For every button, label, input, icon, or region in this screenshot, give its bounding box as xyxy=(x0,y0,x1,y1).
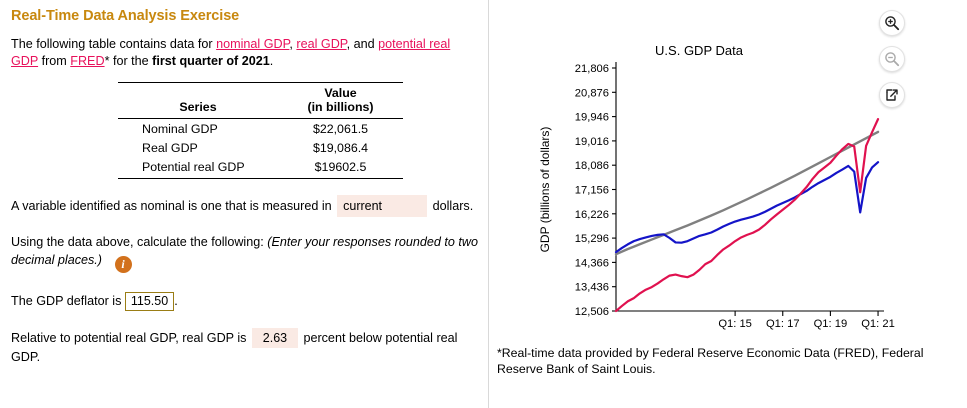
cell-value: $22,061.5 xyxy=(312,121,369,136)
exercise-pane: Real-Time Data Analysis Exercise The fol… xyxy=(11,0,489,408)
intro-period: first quarter of 2021 xyxy=(152,54,270,68)
intro-lead: The following table contains data for xyxy=(11,37,217,51)
intro-mid: from xyxy=(38,54,71,68)
gdp-data-table: Series Value (in billions) Nominal GDP $2… xyxy=(118,82,478,179)
deflator-pre: The GDP deflator is xyxy=(11,293,122,308)
chart-footnote: *Real-time data provided by Federal Rese… xyxy=(497,346,924,376)
popout-icon[interactable] xyxy=(879,82,905,108)
series-line-real-gdp xyxy=(614,161,880,254)
y-axis-tick-label: 19,946 xyxy=(575,112,609,124)
intro-tail-pre: for the xyxy=(109,54,153,68)
cell-series: Potential real GDP xyxy=(118,157,278,179)
instruction-italic: (Enter your responses rounded to two dec… xyxy=(11,234,478,267)
x-axis-tick-label: Q1: 19 xyxy=(814,318,848,330)
deflator-answer-input[interactable]: 115.50 xyxy=(124,291,175,311)
instruction-pre: Using the data above, calculate the foll… xyxy=(11,234,264,249)
column-header-value-line2: (in billions) xyxy=(307,100,374,114)
y-axis-title: GDP (billions of dollars) xyxy=(538,127,552,253)
zoom-out-icon[interactable] xyxy=(879,46,905,72)
y-axis-tick-label: 15,296 xyxy=(575,233,609,245)
series-line-nominal-gdp xyxy=(614,118,880,313)
cell-value: $19,086.4 xyxy=(312,140,369,155)
nominal-statement: A variable identified as nominal is one … xyxy=(11,194,481,217)
y-axis-tick-label: 17,156 xyxy=(575,185,609,197)
link-real-gdp[interactable]: real GDP xyxy=(296,37,347,51)
chart-pane: U.S. GDP Data 12,506 13,436 14,366 15,296 16… xyxy=(489,0,967,408)
link-nominal-gdp[interactable]: nominal GDP xyxy=(216,37,290,51)
relative-statement: Relative to potential real GDP, real GDP… xyxy=(11,327,471,366)
y-axis-tick-label: 16,226 xyxy=(575,209,609,221)
intro-sep-1: , xyxy=(289,37,297,51)
link-fred[interactable]: FRED xyxy=(70,54,105,68)
intro-asterisk: * xyxy=(104,54,110,68)
info-icon[interactable]: i xyxy=(114,255,132,273)
deflator-statement: The GDP deflator is 115.50. xyxy=(11,291,481,311)
y-axis-tick-label: 14,366 xyxy=(575,257,609,269)
column-header-value-line1: Value xyxy=(324,86,357,100)
deflator-post: . xyxy=(174,293,178,308)
cell-value: $19602.5 xyxy=(278,157,403,179)
y-axis-tick-label: 18,086 xyxy=(575,160,609,172)
y-axis-tick-label: 21,806 xyxy=(575,63,609,75)
gdp-line-chart: 12,506 13,436 14,366 15,296 16,226 17,156 18,0… xyxy=(538,62,895,330)
intro-tail-post: . xyxy=(269,54,274,68)
y-axis-tick-label: 19,016 xyxy=(575,136,609,148)
relative-answer-field[interactable]: 2.63 xyxy=(251,327,298,348)
series-line-potential-real-gdp xyxy=(614,130,880,256)
nominal-answer-field[interactable]: current xyxy=(337,194,428,217)
chart-title: U.S. GDP Data xyxy=(655,43,743,58)
y-axis-tick-label: 20,876 xyxy=(575,87,609,99)
page-title: Real-Time Data Analysis Exercise xyxy=(11,8,240,24)
column-header-series: Series xyxy=(118,82,278,119)
nominal-statement-pre: A variable identified as nominal is one … xyxy=(11,198,332,213)
link-potential-real-gdp[interactable]: potential real GDP xyxy=(11,37,451,68)
x-axis-tick-label: Q1: 21 xyxy=(861,318,895,330)
relative-post: percent below potential real GDP. xyxy=(11,330,458,364)
x-axis-tick-label: Q1: 15 xyxy=(718,318,752,330)
zoom-in-icon[interactable] xyxy=(879,10,905,36)
intro-paragraph: The following table contains data for no… xyxy=(11,36,463,70)
y-axis-tick-label: 12,506 xyxy=(575,306,609,318)
table-row: Potential real GDP $19602.5 xyxy=(118,157,403,179)
table-row: Nominal GDP $22,061.5 xyxy=(118,119,403,139)
table-row: Real GDP $19,086.4 xyxy=(118,138,403,157)
instruction-paragraph: Using the data above, calculate the foll… xyxy=(11,233,483,273)
cell-series: Real GDP xyxy=(142,140,198,155)
relative-pre: Relative to potential real GDP, real GDP… xyxy=(11,330,247,345)
column-header-value: Value (in billions) xyxy=(278,82,403,119)
nominal-statement-post: dollars. xyxy=(432,198,474,213)
y-axis-tick-label: 13,436 xyxy=(575,282,609,294)
cell-series: Nominal GDP xyxy=(142,121,218,136)
table-header-row: Series Value (in billions) xyxy=(118,82,403,119)
intro-sep-2: , and xyxy=(346,37,379,51)
x-axis-tick-label: Q1: 17 xyxy=(766,318,800,330)
